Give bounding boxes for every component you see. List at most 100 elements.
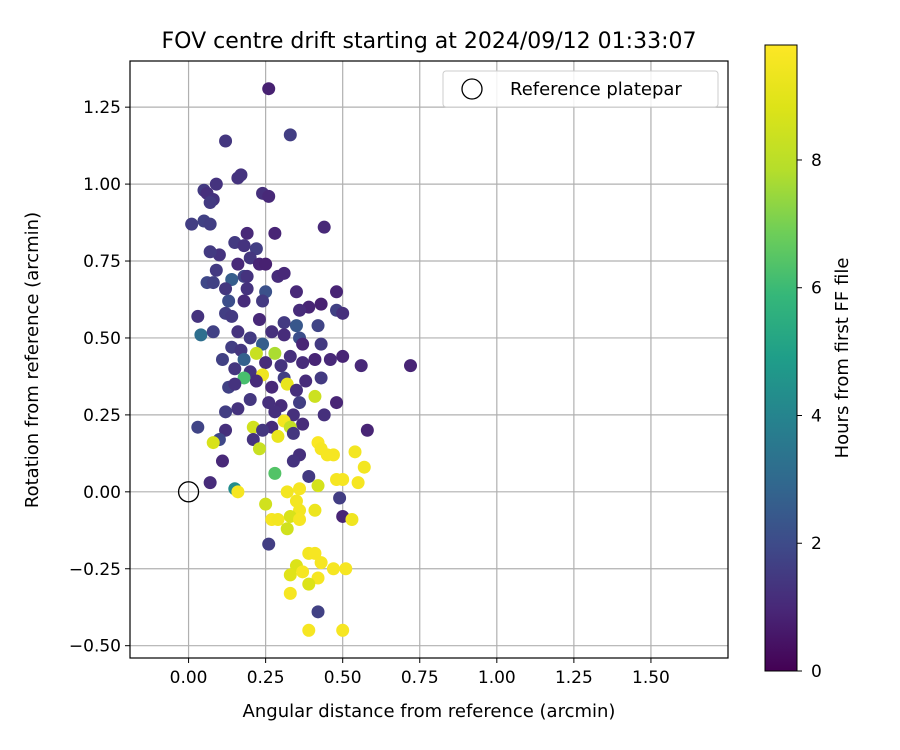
x-tick-label: 1.50 (632, 668, 670, 688)
scatter-point (262, 537, 276, 551)
y-tick-label: 0.25 (83, 406, 121, 426)
scatter-point (203, 196, 217, 210)
scatter-point (268, 226, 282, 240)
scatter-point (222, 294, 236, 308)
scatter-point (268, 405, 282, 419)
scatter-point (231, 257, 245, 271)
x-axis-label: Angular distance from reference (arcmin) (243, 701, 616, 722)
scatter-point (265, 380, 279, 394)
scatter-point (249, 346, 263, 360)
y-axis-label: Rotation from reference (arcmin) (22, 212, 43, 508)
scatter-point (228, 362, 242, 376)
scatter-point (299, 374, 313, 388)
scatter-point (314, 371, 328, 385)
scatter-point (225, 272, 239, 286)
scatter-point (246, 433, 260, 447)
y-tick-label: 0.50 (83, 329, 121, 349)
scatter-point (209, 263, 223, 277)
scatter-point (265, 325, 279, 339)
scatter-point (330, 396, 344, 410)
scatter-point (308, 546, 322, 560)
scatter-point (333, 491, 347, 505)
scatter-point (404, 359, 418, 373)
x-tick-label: 0.50 (324, 668, 362, 688)
x-tick-label: 1.00 (478, 668, 516, 688)
scatter-point (289, 285, 303, 299)
colorbar-tick-label: 8 (811, 151, 822, 171)
y-tick-label: 1.00 (83, 175, 121, 195)
scatter-point (360, 423, 374, 437)
scatter-point (219, 282, 233, 296)
scatter-point (293, 482, 307, 496)
scatter-point (283, 586, 297, 600)
scatter-point (243, 251, 257, 265)
y-tick-label: 0.75 (83, 252, 121, 272)
x-tick-label: 0.00 (170, 668, 208, 688)
scatter-point (283, 568, 297, 582)
scatter-point (231, 325, 245, 339)
colorbar-tick-label: 6 (811, 279, 822, 299)
scatter-point (357, 460, 371, 474)
scatter-point (280, 377, 294, 391)
scatter-point (191, 309, 205, 323)
scatter-point (249, 242, 263, 256)
scatter-point (293, 513, 307, 527)
scatter-point (231, 485, 245, 499)
scatter-point (283, 349, 297, 363)
scatter-point (311, 571, 325, 585)
scatter-point (203, 476, 217, 490)
colorbar-tick-label: 0 (811, 662, 822, 682)
y-tick-label: −0.50 (69, 637, 121, 657)
scatter-point (249, 374, 263, 388)
scatter-point (296, 337, 310, 351)
scatter-point (326, 562, 340, 576)
scatter-point (259, 356, 273, 370)
scatter-point (314, 297, 328, 311)
colorbar-label: Hours from first FF file (832, 258, 853, 459)
legend-label: Reference platepar (510, 79, 682, 100)
scatter-point (262, 396, 276, 410)
scatter-point (336, 349, 350, 363)
scatter-point (277, 266, 291, 280)
scatter-point (296, 356, 310, 370)
scatter-point (293, 303, 307, 317)
scatter-point (237, 371, 251, 385)
scatter-point (302, 469, 316, 483)
scatter-point (234, 168, 248, 182)
scatter-point (228, 377, 242, 391)
scatter-point (256, 294, 270, 308)
scatter-point (215, 454, 229, 468)
scatter-point (271, 513, 285, 527)
scatter-point (280, 485, 294, 499)
scatter-point (296, 417, 310, 431)
colorbar-tick-label: 2 (811, 534, 822, 554)
scatter-point (237, 239, 251, 253)
scatter-point (277, 316, 291, 330)
y-tick-label: 1.25 (83, 98, 121, 118)
scatter-point (237, 353, 251, 366)
scatter-point (277, 328, 291, 342)
scatter-point (286, 426, 300, 440)
y-axis-ticks: −0.50 −0.25 0.00 0.25 0.50 0.75 1.00 1.25 (69, 98, 130, 657)
scatter-point (289, 319, 303, 333)
colorbar-ticks: 0 2 4 6 8 (797, 151, 822, 682)
data-points (185, 82, 418, 637)
scatter-point (317, 220, 331, 234)
scatter-point (206, 436, 220, 450)
scatter-point (203, 245, 217, 259)
scatter-point (336, 306, 350, 320)
scatter-point (194, 328, 208, 342)
scatter-point (311, 479, 325, 493)
scatter-point (256, 423, 270, 437)
scatter-point (268, 346, 282, 360)
scatter-point (286, 454, 300, 468)
scatter-point (191, 420, 205, 434)
chart-title: FOV centre drift starting at 2024/09/12 … (162, 29, 697, 54)
legend-box (442, 70, 719, 108)
legend: Reference platepar (442, 70, 719, 108)
y-tick-label: −0.25 (69, 560, 121, 580)
scatter-point (336, 623, 350, 637)
x-tick-label: 0.75 (401, 668, 439, 688)
scatter-point (219, 405, 233, 419)
scatter-point (271, 429, 285, 443)
